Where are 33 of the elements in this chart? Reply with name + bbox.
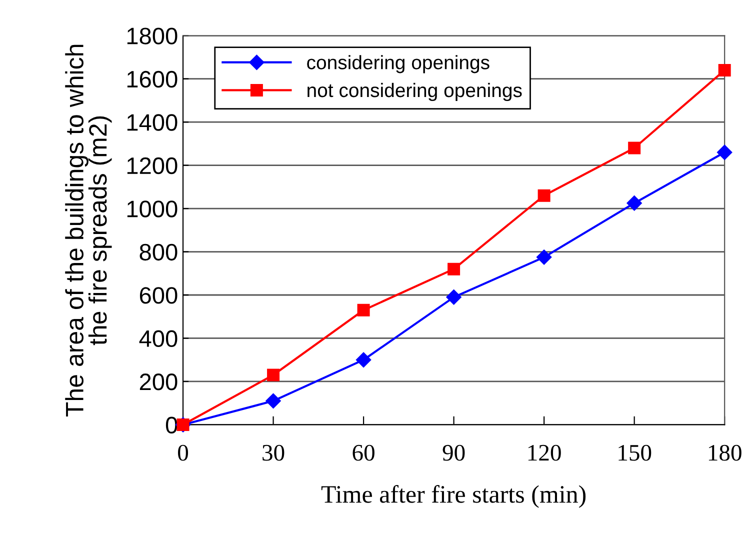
x-tick-label: 150	[618, 444, 652, 461]
legend-label: not considering openings	[308, 82, 522, 102]
legend-label: considering openings	[307, 55, 490, 74]
point	[626, 196, 642, 211]
x-tick-label: 90	[442, 444, 465, 461]
y-tick-label: 1800	[127, 28, 178, 44]
x-axis-title: Time after fire starts (min)	[321, 485, 586, 508]
point	[448, 262, 460, 276]
y-tick-label: 400	[139, 330, 178, 348]
point	[267, 368, 280, 382]
point	[538, 189, 550, 202]
y-tick-label: 600	[140, 287, 178, 304]
point	[357, 304, 370, 316]
point	[536, 250, 552, 265]
x-tick-label: 120	[528, 444, 561, 461]
x-tick-label: 180	[708, 444, 742, 461]
y-tick-label: 800	[140, 244, 178, 261]
point	[266, 393, 281, 408]
point	[718, 64, 731, 76]
x-tick-label: 60	[352, 444, 374, 461]
y-tick-label: 1600	[127, 70, 178, 88]
point	[356, 352, 372, 368]
y-tick-label: 1000	[127, 200, 178, 218]
y-tick-label: 200	[140, 374, 178, 390]
point	[717, 144, 732, 160]
y-tick-label: 1200	[127, 157, 178, 174]
y-tick-label: 1400	[127, 114, 178, 131]
y-axis-title: The area of the buildings to which the fire spreads (m2)	[65, 44, 112, 417]
y-tick-label: 0	[166, 416, 178, 434]
point	[446, 290, 462, 305]
x-tick-label: 30	[262, 444, 284, 461]
point	[628, 142, 641, 154]
x-tick-label: 0	[178, 444, 188, 461]
